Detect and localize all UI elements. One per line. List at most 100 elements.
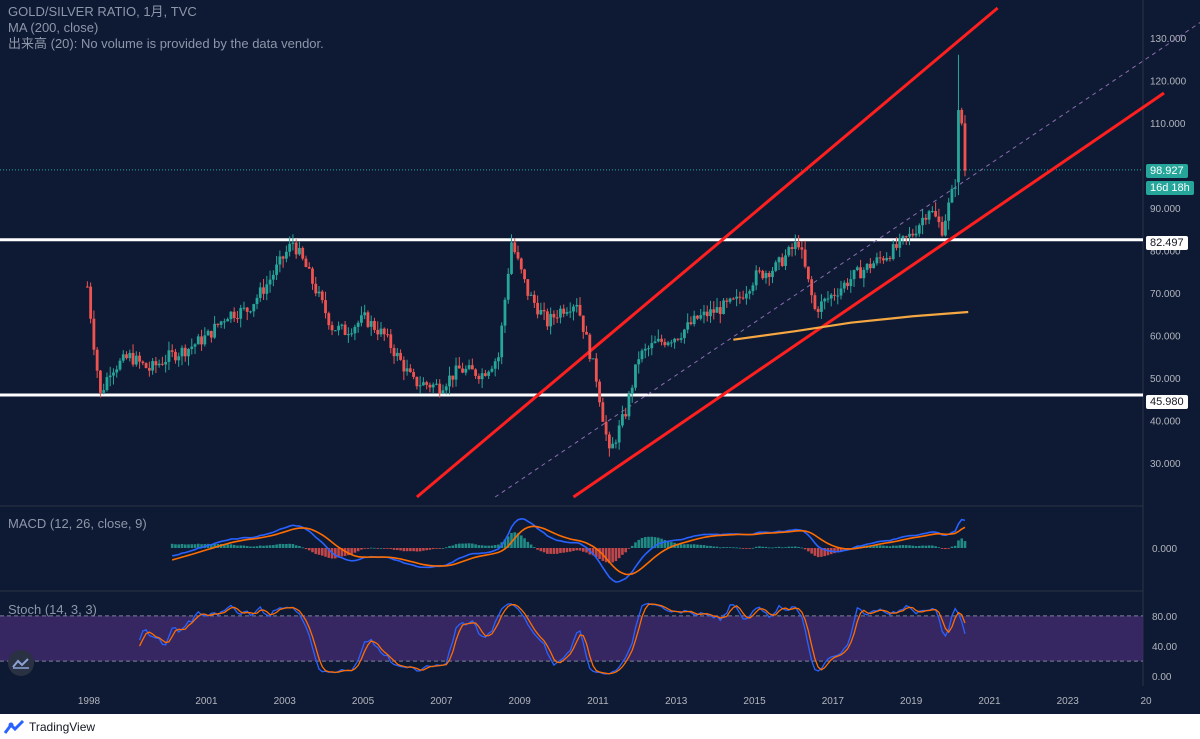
macd-histogram-bar (546, 548, 549, 554)
candle-body (395, 352, 399, 357)
candle-body (161, 363, 164, 365)
candle-body (183, 347, 187, 357)
candle-body (594, 358, 598, 382)
macd-histogram-bar (454, 544, 458, 548)
macd-histogram-bar (396, 548, 399, 551)
candle-body (382, 328, 386, 335)
macd-histogram-bar (366, 548, 370, 549)
macd-histogram-bar (621, 548, 624, 555)
candle-body (614, 442, 618, 444)
candle-body (180, 347, 184, 357)
y-tick-label: 110.000 (1150, 119, 1186, 130)
candle-body (891, 244, 895, 259)
chart-svg[interactable]: 30.000 40.000 50.000 60.000 70.000 80.000 90.0… (0, 0, 1200, 714)
signal-line (171, 525, 966, 576)
candle-body (291, 242, 295, 244)
macd-histogram-bar (347, 548, 350, 556)
candle-body (585, 331, 588, 335)
macd-histogram-bar (895, 545, 898, 548)
macd-histogram-bar (683, 544, 686, 548)
legend-ma: MA (200, close) (8, 20, 99, 35)
macd-histogram-bar (311, 548, 314, 553)
candle-body (376, 329, 380, 335)
candle-body (539, 310, 543, 315)
candle-body (435, 383, 438, 385)
macd-histogram-bar (334, 548, 337, 559)
candle-body (555, 317, 559, 319)
macd-histogram-bar (418, 548, 422, 552)
macd-histogram-bar (200, 544, 203, 548)
macd-histogram-bar (536, 548, 539, 550)
macd-histogram-bar (288, 543, 291, 548)
candle-body (477, 375, 481, 380)
candle-body (327, 313, 331, 326)
candle-body (650, 343, 654, 349)
legend-symbol: GOLD/SILVER RATIO, 1月, TVC (8, 4, 197, 19)
macd-histogram-bar (513, 532, 517, 548)
macd-histogram-bar (542, 548, 546, 553)
candle-body (408, 368, 412, 373)
candle-body (696, 315, 699, 319)
macd-histogram-bar (676, 543, 680, 548)
candle-body (399, 352, 402, 360)
candle-body (392, 348, 396, 357)
macd-histogram-bar (529, 544, 533, 548)
candle-body (663, 341, 667, 346)
macd-histogram-bar (839, 548, 843, 552)
candle-body (787, 247, 791, 256)
candle-body (187, 348, 190, 357)
candle-body (839, 288, 843, 296)
candle-body (744, 293, 748, 299)
macd-histogram-bar (386, 548, 389, 549)
candle-body (692, 315, 696, 325)
candle-body (258, 287, 262, 298)
candle-body (174, 351, 177, 361)
chart-area[interactable]: 30.000 40.000 50.000 60.000 70.000 80.000 90.0… (0, 0, 1200, 714)
candle-body (304, 258, 308, 268)
candle-body (480, 373, 484, 380)
candle-body (722, 300, 725, 314)
candle-body (643, 348, 647, 351)
macd-histogram-bar (187, 544, 190, 548)
candle-body (806, 266, 810, 280)
candle-body (281, 256, 285, 259)
countdown-tag: 16d 18h (1146, 181, 1194, 195)
macd-histogram-bar (484, 545, 487, 548)
candle-body (565, 312, 569, 314)
macd-histogram-bar (944, 548, 947, 550)
macd-histogram-bar (350, 548, 353, 555)
macd-histogram-bar (559, 548, 562, 554)
macd-histogram-bar (223, 544, 226, 548)
candle-body (793, 241, 797, 250)
macd-histogram-bar (382, 548, 386, 549)
macd-histogram-bar (369, 547, 373, 549)
candle-body (683, 329, 686, 339)
tradingview-badge-icon[interactable] (8, 650, 34, 676)
macd-histogram-bar (229, 544, 233, 548)
macd-histogram-bar (278, 543, 282, 548)
candle-body (621, 414, 624, 426)
candle-body (506, 273, 510, 300)
macd-histogram-bar (764, 546, 768, 548)
candle-body (428, 384, 432, 388)
macd-histogram-bar (705, 545, 709, 548)
macd-histogram-bar (940, 548, 944, 549)
candle-body (105, 377, 109, 391)
macd-histogram-bar (294, 545, 298, 548)
candle-body (232, 311, 236, 319)
tradingview-logo-icon (3, 719, 25, 734)
macd-histogram-bar (947, 548, 950, 549)
candle-body (128, 352, 132, 359)
candle-body (252, 304, 256, 312)
macd-histogram-bar (650, 536, 654, 548)
candle-body (927, 211, 931, 220)
candle-body (901, 236, 905, 239)
candle-body (356, 322, 360, 327)
macd-histogram-bar (467, 543, 471, 548)
candle-body (761, 270, 765, 279)
candle-body (523, 269, 526, 280)
x-tick-label: 20 (1140, 696, 1152, 707)
candle-body (301, 247, 305, 259)
candle-body (412, 372, 416, 377)
macd-histogram-bar (647, 536, 650, 548)
